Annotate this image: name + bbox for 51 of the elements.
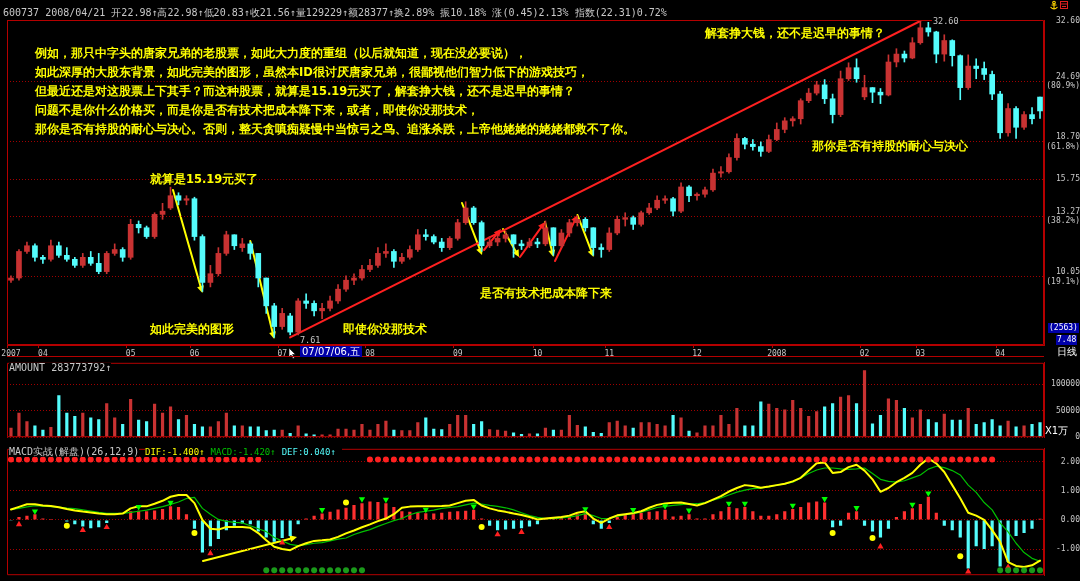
annotation: 问题不是你什么价格买，而是你是否有技术把成本降下来，或者，即使你没那技术， <box>35 102 479 117</box>
x-tick-label: 05 <box>125 348 136 358</box>
y-tick-label: 50000 <box>1055 405 1080 415</box>
x-tick-label: 08 <box>365 348 375 358</box>
annotation: 那你是否有持股的耐心与决心 <box>812 138 968 153</box>
annotation: 解套挣大钱，还不是迟早的事情？ <box>705 25 885 40</box>
annotation: 例如，那只中字头的唐家兄弟的老股票，如此大力度的重组（以后就知道，现在没必要说）， <box>35 45 527 60</box>
y-tick-label: 0 <box>1075 432 1080 442</box>
annotation: 但最近还是对这股票上下其手？而这种股票，就算是15.19元买了，解套挣大钱，还不是迟早的事情？ <box>35 83 576 98</box>
chart-title: MACD实战(解盘)(26,12,9) <box>9 445 140 457</box>
annotation: 如此深厚的大股东背景，如此完美的图形，虽然本ID很讨厌唐家兄弟，很鄙视他们智力低下的游戏技巧， <box>35 64 589 79</box>
x-tick-label: 11 <box>604 348 615 358</box>
annotation: 那你是否有持股的耐心与决心。否则，整天贪嗔痴疑慢中当惊弓之鸟、追涨杀跌，上帝他姥姥的姥姥都救不了你。 <box>35 121 635 136</box>
y-tick-label: 32.60 <box>1055 16 1080 26</box>
y-tick-label: 1.00 <box>1060 486 1080 496</box>
x-tick-label: 09 <box>452 348 463 358</box>
y-tick-label: 10.05 (19.1%) <box>1046 267 1080 286</box>
y-tick-label: 13.27 (38.2%) <box>1046 206 1080 226</box>
x-tick-label: 12 <box>692 348 702 358</box>
text: (2563) <box>1048 323 1079 333</box>
y-axis-title: X1万 <box>1045 425 1069 437</box>
x-tick-label: 02 <box>859 348 870 358</box>
x-tick-label: 03 <box>915 348 926 358</box>
annotation: 即使你没那技术 <box>343 321 427 336</box>
text: DIF:-1.400↑ <box>145 446 205 457</box>
annotation: 就算是15.19元买了 <box>150 172 259 187</box>
annotation: 32.60 <box>932 16 960 26</box>
annotation: 如此完美的图形 <box>150 321 234 336</box>
y-tick-label: 0.00 <box>1060 515 1080 525</box>
chart-subtitle: 600737 2008/04/21 开22.98↑高22.98↑低20.83↑收21.56↑量129229↑额28377↑换2.89% 振10.18% 涨(0.45)2.13% 指数(22.31)0.72% <box>3 7 667 18</box>
text: 7.48 <box>1056 335 1078 345</box>
x-tick-label: 2008 <box>767 348 787 358</box>
y-tick-label: 2.00 <box>1060 456 1080 466</box>
text: 日线 <box>1057 345 1077 357</box>
annotation: 7.61 <box>300 335 321 345</box>
text: DEF:0.040↑ <box>281 446 336 457</box>
y-tick-label: 100000 <box>1051 379 1080 389</box>
y-tick-label: -1.00 <box>1055 544 1080 554</box>
x-tick-label: 04 <box>995 348 1006 358</box>
x-tick-label: 07 <box>277 348 288 358</box>
y-tick-label: 18.70 (61.8%) <box>1046 132 1080 151</box>
chart-title: AMOUNT 283773792↑ <box>9 362 112 374</box>
x-tick-label: 10 <box>532 348 543 358</box>
text: MACD:-1.420↑ <box>210 446 276 457</box>
annotation: 是否有技术把成本降下来 <box>480 285 612 300</box>
x-tick-label: 04 <box>38 348 48 358</box>
y-tick-label: 15.75 <box>1055 174 1080 184</box>
x-tick-label: 06 <box>189 348 200 358</box>
text: 07/07/06,五 <box>300 346 363 357</box>
y-tick-label: 24.69 (80.9%) <box>1046 71 1080 91</box>
x-tick-label: 2007 <box>1 348 21 358</box>
